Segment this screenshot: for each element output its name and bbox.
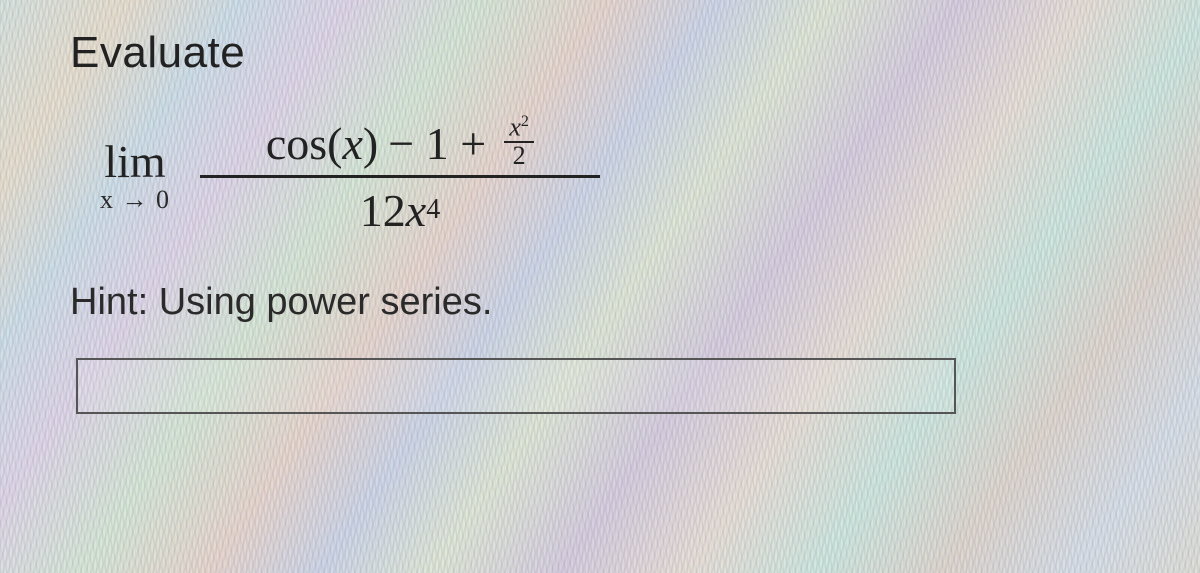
mini-frac-top: x2 — [509, 114, 529, 141]
problem-heading: Evaluate — [70, 28, 1130, 78]
x2-over-2: x2 2 — [504, 114, 534, 169]
answer-input[interactable] — [76, 358, 956, 414]
close-paren: ) — [363, 117, 378, 170]
denom-coef: 12 — [360, 184, 406, 237]
hint-text: Hint: Using power series. — [70, 281, 1130, 324]
cos-arg: x — [343, 117, 363, 170]
open-paren: ( — [327, 117, 342, 170]
denom-var: x — [406, 184, 426, 237]
minus-one-plus: − 1 + — [388, 117, 486, 170]
limit-subscript: x → 0 — [100, 187, 170, 213]
fraction-denominator: 12x4 — [350, 178, 450, 237]
problem-panel: Evaluate lim x → 0 cos(x) − 1 + x2 2 12x… — [0, 0, 1200, 414]
limit-operator-block: lim x → 0 — [100, 139, 170, 213]
limit-expression: lim x → 0 cos(x) − 1 + x2 2 12x4 — [100, 116, 1130, 237]
fraction-numerator: cos(x) − 1 + x2 2 — [256, 116, 544, 175]
limit-operator: lim — [104, 139, 165, 185]
cos-func: cos — [266, 117, 327, 170]
mini-top-var: x — [509, 113, 521, 142]
mini-frac-bottom: 2 — [513, 143, 526, 169]
main-fraction: cos(x) − 1 + x2 2 12x4 — [200, 116, 600, 237]
mini-top-exp: 2 — [521, 113, 529, 130]
